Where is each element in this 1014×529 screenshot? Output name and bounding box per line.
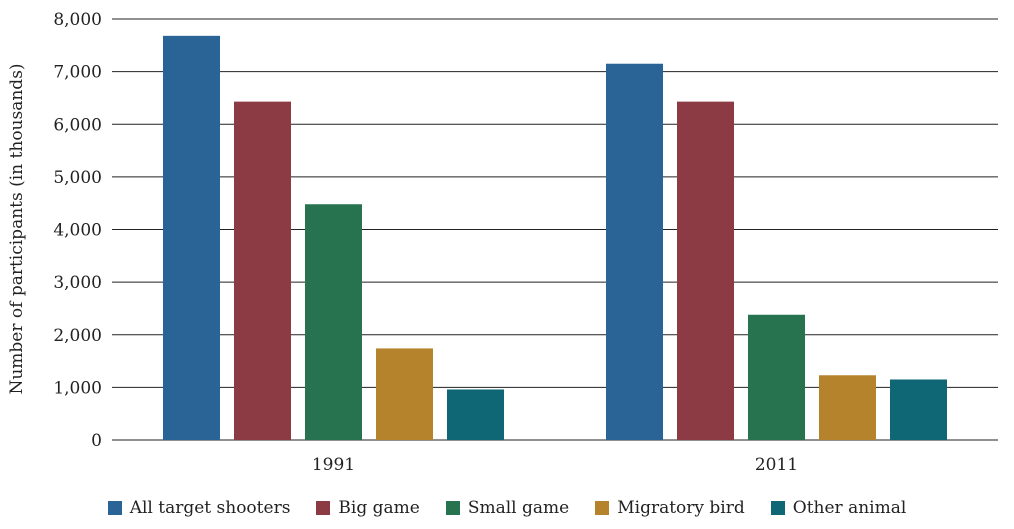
bar-big-game-2011: [677, 101, 734, 440]
legend-label: Other animal: [792, 498, 907, 518]
y-tick-label: 1,000: [53, 378, 102, 398]
bar-migratory-bird-2011: [819, 375, 876, 440]
y-tick-label: 6,000: [53, 115, 102, 135]
x-tick-label: 2011: [755, 455, 798, 475]
y-axis-label: Number of participants (in thousands): [7, 63, 27, 394]
bar-small-game-1991: [305, 204, 362, 440]
bar-other-animal-1991: [447, 389, 504, 440]
legend-item: Big game: [316, 498, 420, 518]
legend-swatch: [595, 501, 610, 515]
y-tick-label: 0: [91, 431, 102, 451]
x-axis-ticks: 1991 2011: [312, 455, 798, 475]
legend-item: Other animal: [770, 498, 907, 518]
y-tick-label: 3,000: [53, 273, 102, 293]
y-axis-ticks: 0 1,000 2,000 3,000 4,000 5,000 6,000 7,000 8,00…: [53, 10, 102, 451]
y-tick-label: 8,000: [53, 10, 102, 30]
bar-other-animal-2011: [890, 379, 947, 440]
bar-all-target-shooters-2011: [606, 63, 663, 440]
bar-all-target-shooters-1991: [163, 35, 220, 441]
bars: [163, 35, 947, 441]
legend-swatch: [107, 501, 122, 515]
legend-item: Migratory bird: [595, 498, 745, 518]
y-tick-label: 5,000: [53, 168, 102, 188]
legend-label: All target shooters: [129, 498, 291, 518]
y-tick-label: 7,000: [53, 63, 102, 83]
legend: All target shooters Big game Small game Mig…: [0, 496, 1014, 520]
legend-swatch: [445, 501, 460, 515]
legend-swatch: [770, 501, 785, 515]
bar-migratory-bird-1991: [376, 348, 433, 440]
bar-big-game-1991: [234, 101, 291, 440]
legend-label: Big game: [338, 498, 420, 518]
y-tick-label: 4,000: [53, 221, 102, 241]
legend-item: All target shooters: [107, 498, 291, 518]
legend-label: Migratory bird: [617, 498, 745, 518]
bar-small-game-2011: [748, 314, 805, 440]
legend-swatch: [316, 501, 331, 515]
y-tick-label: 2,000: [53, 326, 102, 346]
x-tick-label: 1991: [312, 455, 355, 475]
bar-chart: 0 1,000 2,000 3,000 4,000 5,000 6,000 7,000 8,00…: [7, 10, 998, 475]
legend-item: Small game: [445, 498, 570, 518]
legend-label: Small game: [467, 498, 570, 518]
